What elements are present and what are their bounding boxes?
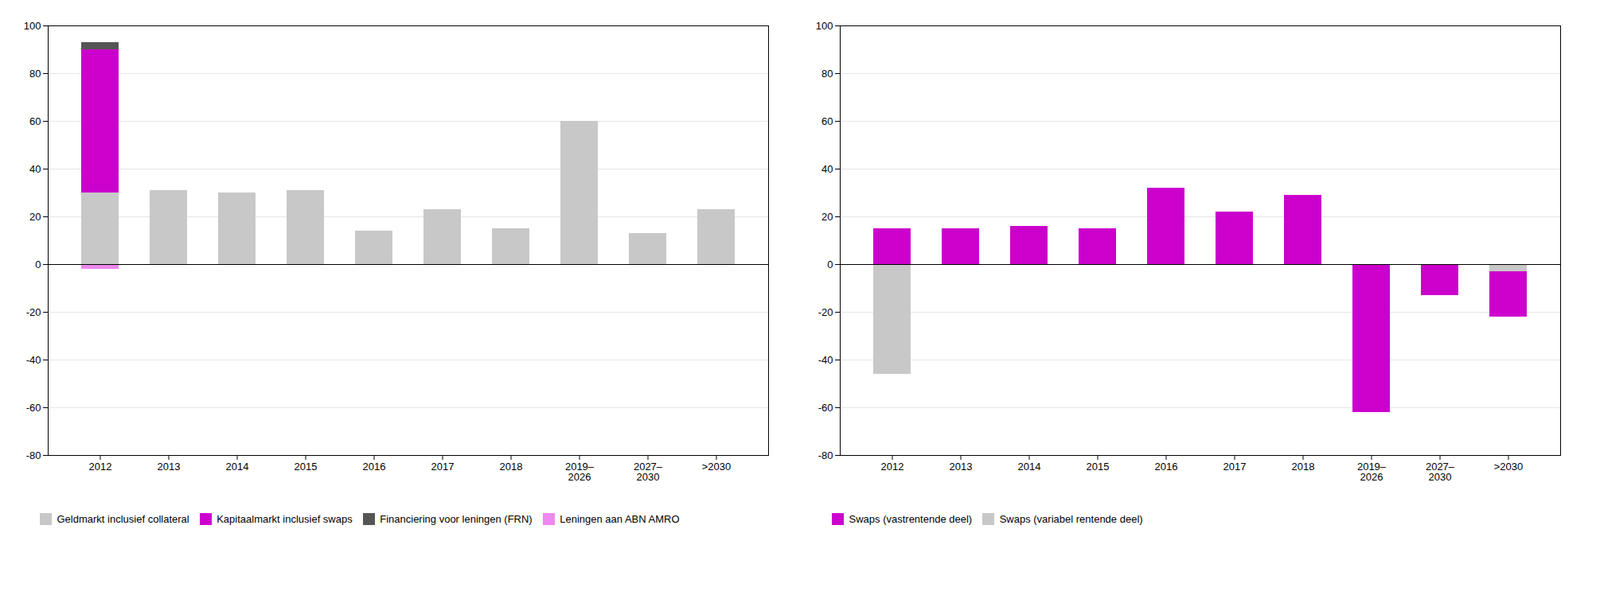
svg-text:-20: -20 xyxy=(818,306,834,319)
svg-text:2013: 2013 xyxy=(157,460,181,473)
svg-text:20: 20 xyxy=(821,210,833,223)
svg-text:80: 80 xyxy=(29,67,41,80)
svg-text:2015: 2015 xyxy=(1086,460,1110,473)
svg-text:2012: 2012 xyxy=(89,460,113,473)
svg-text:2015: 2015 xyxy=(294,460,318,473)
svg-text:2014: 2014 xyxy=(1018,460,1042,473)
svg-text:-80: -80 xyxy=(26,449,42,462)
html-text:Swaps (variabel rentende deel): Swaps (variabel rentende deel) xyxy=(999,513,1143,526)
svg-text:40: 40 xyxy=(29,163,41,176)
svg-text:-80: -80 xyxy=(818,449,834,462)
svg-text:2018: 2018 xyxy=(499,460,523,473)
svg-text:-40: -40 xyxy=(818,354,834,367)
html-text:Leningen aan ABN AMRO: Leningen aan ABN AMRO xyxy=(559,513,680,526)
svg-text:0: 0 xyxy=(827,258,833,271)
svg-text:40: 40 xyxy=(821,163,833,176)
svg-text:0: 0 xyxy=(35,258,41,271)
html-text:Kapitaalmarkt inclusief swaps: Kapitaalmarkt inclusief swaps xyxy=(216,513,353,526)
svg-text:2016: 2016 xyxy=(1155,460,1179,473)
svg-text:>2030: >2030 xyxy=(1494,460,1524,473)
svg-text:20: 20 xyxy=(29,210,41,223)
svg-text:2019–2026: 2019–2026 xyxy=(1357,460,1387,484)
svg-text:60: 60 xyxy=(29,115,41,128)
svg-text:2016: 2016 xyxy=(362,460,387,473)
html-text:Geldmarkt inclusief collateral: Geldmarkt inclusief collateral xyxy=(56,513,190,526)
svg-text:2018: 2018 xyxy=(1291,460,1316,473)
svg-text:-60: -60 xyxy=(26,401,42,414)
svg-text:-40: -40 xyxy=(26,354,42,367)
svg-text:-60: -60 xyxy=(818,401,834,414)
svg-text:2013: 2013 xyxy=(949,460,973,473)
svg-text:2017: 2017 xyxy=(431,460,455,473)
html-text:Financiering voor leningen (FR: Financiering voor leningen (FRN) xyxy=(379,513,533,526)
svg-text:2027–2030: 2027–2030 xyxy=(633,460,664,484)
svg-text:2027–2030: 2027–2030 xyxy=(1425,460,1456,484)
svg-text:100: 100 xyxy=(815,19,834,32)
svg-text:-20: -20 xyxy=(26,306,42,319)
svg-text:80: 80 xyxy=(821,67,833,80)
svg-text:>2030: >2030 xyxy=(702,460,732,473)
html-text:Swaps (vastrentende deel): Swaps (vastrentende deel) xyxy=(848,513,973,526)
svg-text:2012: 2012 xyxy=(881,460,905,473)
svg-text:60: 60 xyxy=(821,115,833,128)
svg-text:2014: 2014 xyxy=(226,460,250,473)
svg-text:100: 100 xyxy=(23,19,42,32)
svg-text:2019–2026: 2019–2026 xyxy=(565,460,595,484)
svg-text:2017: 2017 xyxy=(1223,460,1247,473)
